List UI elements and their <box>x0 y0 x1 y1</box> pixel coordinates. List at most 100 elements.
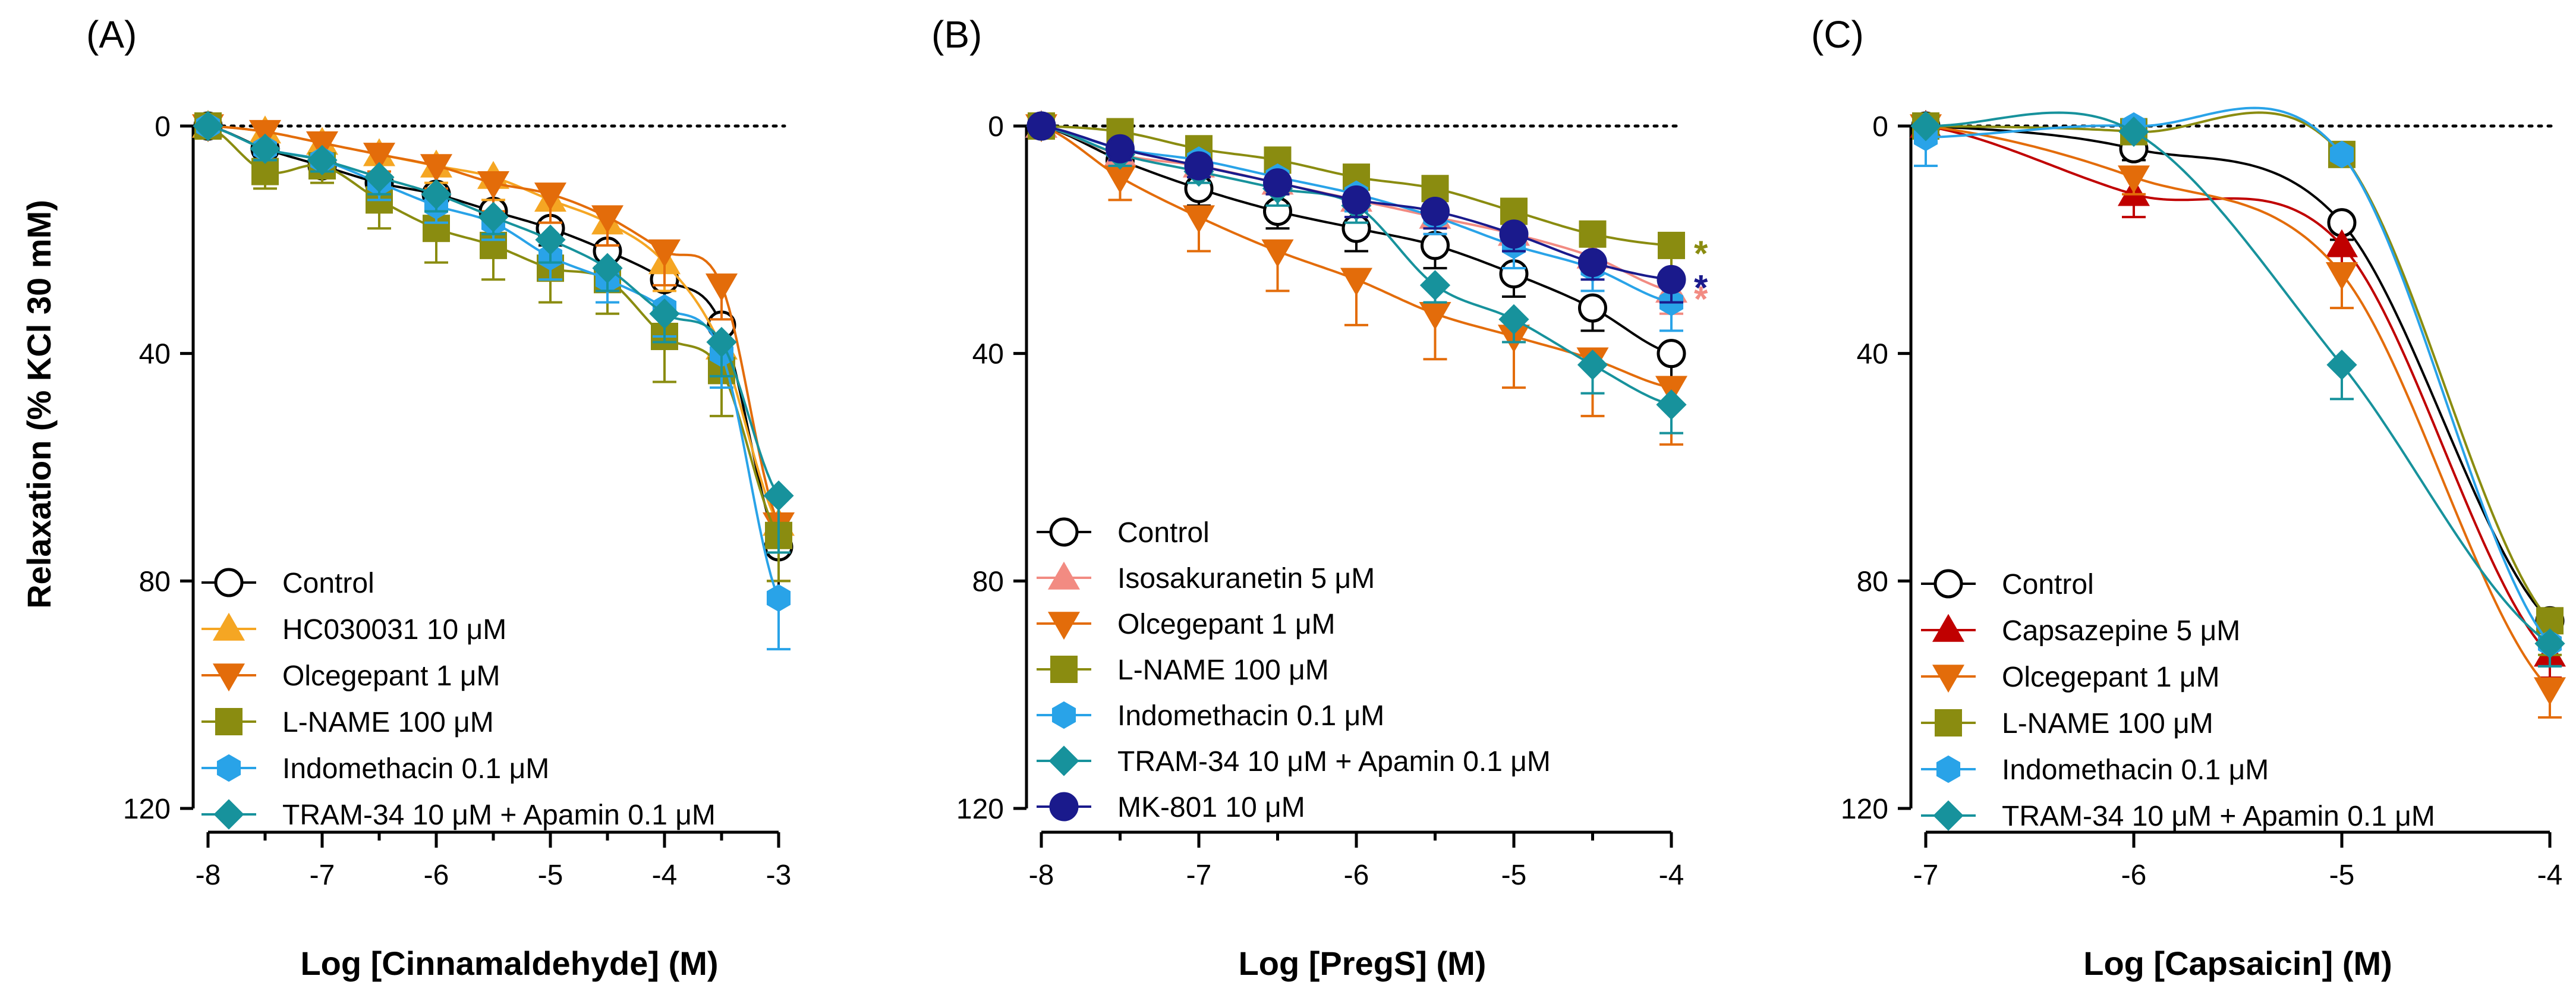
panel-c-label: (C) <box>1811 13 1864 56</box>
panel-b-legend-symbol-indomethacin-0-1-um <box>1051 701 1076 729</box>
panel-b-legend-label: Olcegepant 1 μM <box>1117 609 1336 640</box>
panel-a-x-tick-label: -8 <box>196 860 221 891</box>
panel-b-point-olcegepant-1-um <box>1182 205 1215 234</box>
panel-a-point-tram-34-10-um-apamin-0-1-um <box>649 298 680 329</box>
panel-a-legend-symbol-l-name-100-um <box>215 708 243 735</box>
panel-c-legend-label: Olcegepant 1 μM <box>2002 662 2220 693</box>
panel-c-point-olcegepant-1-um <box>2325 262 2358 291</box>
panel-c-x-tick-label: -4 <box>2537 860 2563 891</box>
panel-c-legend-item: Indomethacin 0.1 μM <box>1921 754 2269 786</box>
panel-a-point-olcegepant-1-um <box>534 182 567 211</box>
panel-a: (A) Log [Cinnamaldehyde] (M) 0 40 80 120 -8 -… <box>86 13 795 982</box>
panel-c-legend-item: L-NAME 100 μM <box>1921 708 2213 739</box>
panel-b-legend-label: TRAM-34 10 μM + Apamin 0.1 μM <box>1117 746 1551 778</box>
panel-c-point-olcegepant-1-um <box>2533 677 2566 706</box>
panel-b-point-mk-801-10-um <box>1184 151 1214 181</box>
panel-a-point-tram-34-10-um-apamin-0-1-um <box>193 111 223 141</box>
panel-c-legend-label: L-NAME 100 μM <box>2002 708 2213 739</box>
panel-b-legend-item: TRAM-34 10 μM + Apamin 0.1 μM <box>1037 745 1551 778</box>
panel-c-x-tick-label: -5 <box>2329 860 2355 891</box>
panel-a-x-axis-title: Log [Cinnamaldehyde] (M) <box>300 945 718 982</box>
panel-a-point-tram-34-10-um-apamin-0-1-um <box>478 202 509 232</box>
panel-b-legend-symbol-l-name-100-um <box>1050 656 1078 683</box>
panel-a-plot: 0 40 80 120 -8 -7 -6 -5 -4 -3 Control HC030031 10 μ… <box>123 109 795 891</box>
panel-c-point-capsazepine-5-um <box>2325 229 2358 257</box>
panel-c-curve-l-name-100-um <box>1925 111 2551 622</box>
panel-b-x-tick-label: -6 <box>1344 860 1369 891</box>
panel-b-point-mk-801-10-um <box>1106 134 1135 163</box>
panel-c-legend-symbol-tram-34-10-um-apamin-0-1-um <box>1933 800 1964 831</box>
panel-c-point-tram-34-10-um-apamin-0-1-um <box>2534 628 2565 659</box>
panel-b-x-tick-label: -8 <box>1029 860 1054 891</box>
panel-b-legend-label: Isosakuranetin 5 μM <box>1117 563 1375 594</box>
y-axis-title: Relaxation (% KCl 30 mM) <box>20 200 58 609</box>
panel-b-point-olcegepant-1-um <box>1261 239 1294 267</box>
panel-c-y-tick-label: 40 <box>1857 339 1888 370</box>
panel-c-x-axis-title: Log [Capsaicin] (M) <box>2083 945 2392 982</box>
panel-a-legend-label: TRAM-34 10 μM + Apamin 0.1 μM <box>282 800 716 831</box>
panel-a-point-tram-34-10-um-apamin-0-1-um <box>307 144 338 176</box>
panel-a-legend-label: Olcegepant 1 μM <box>282 660 500 692</box>
panel-a-y-tick-label: 120 <box>123 794 171 825</box>
panel-a-point-tram-34-10-um-apamin-0-1-um <box>763 480 794 511</box>
panel-c-legend-symbol-capsazepine-5-um <box>1932 613 1965 642</box>
panel-b-point-olcegepant-1-um <box>1340 267 1373 296</box>
panel-c-legend-symbol-indomethacin-0-1-um <box>1936 755 1961 783</box>
panel-b-legend-symbol-control <box>1049 517 1079 547</box>
panel-b-legend-label: Control <box>1117 517 1210 549</box>
panel-c-legend-symbol-l-name-100-um <box>1935 709 1962 737</box>
panel-a-legend-symbol-control <box>214 568 244 597</box>
panel-a-x-tick-label: -3 <box>766 860 792 891</box>
panel-b-point-l-name-100-um <box>1579 220 1607 248</box>
panel-c-legend-label: Control <box>2002 569 2094 600</box>
panel-a-legend-symbol-tram-34-10-um-apamin-0-1-um <box>213 799 244 830</box>
panel-a-point-olcegepant-1-um <box>363 143 396 171</box>
panel-a-y-tick-label: 80 <box>139 566 171 597</box>
panel-a-legend-label: Control <box>282 568 374 599</box>
panel-c-legend-symbol-olcegepant-1-um <box>1932 665 1965 693</box>
panel-a-legend-symbol-hc030031-10-um <box>212 612 245 641</box>
panel-a-legend-item: L-NAME 100 μM <box>201 707 494 738</box>
panel-a-y-tick-label: 40 <box>139 339 171 370</box>
panel-b-point-mk-801-10-um <box>1578 248 1607 278</box>
panel-b-point-tram-34-10-um-apamin-0-1-um <box>1656 389 1687 420</box>
panel-b-legend-symbol-olcegepant-1-um <box>1047 612 1081 640</box>
panel-b-legend-item: Olcegepant 1 μM <box>1037 609 1336 640</box>
panel-c-legend-label: Indomethacin 0.1 μM <box>2002 754 2269 786</box>
panel-c-legend-item: TRAM-34 10 μM + Apamin 0.1 μM <box>1921 800 2435 832</box>
panel-a-point-olcegepant-1-um <box>591 205 624 234</box>
panel-a-legend-label: L-NAME 100 μM <box>282 707 494 738</box>
panel-a-point-tram-34-10-um-apamin-0-1-um <box>364 162 395 193</box>
panel-a-x-tick-label: -6 <box>424 860 449 891</box>
panel-b-x-tick-label: -7 <box>1186 860 1212 891</box>
panel-c: (C) Log [Capsaicin] (M) 0 40 80 120 -7 -6 -5 -4… <box>1811 13 2566 982</box>
panel-c-x-tick-label: -6 <box>2121 860 2147 891</box>
panel-a-point-tram-34-10-um-apamin-0-1-um <box>535 224 566 255</box>
panel-b-point-control <box>1578 293 1607 323</box>
panel-a-legend-item: Control <box>201 568 374 599</box>
panel-b-legend-label: MK-801 10 μM <box>1117 792 1305 823</box>
panel-b-legend-symbol-mk-801-10-um <box>1049 792 1079 822</box>
panel-b-y-tick-label: 120 <box>956 794 1004 825</box>
panel-a-x-tick-label: -4 <box>652 860 678 891</box>
panel-b-point-mk-801-10-um <box>1657 265 1686 294</box>
panel-b-significance-isosakuranetin-5-um: * <box>1694 279 1708 319</box>
panel-a-point-olcegepant-1-um <box>420 154 453 182</box>
panel-a-x-tick-label: -5 <box>538 860 563 891</box>
panel-b-point-mk-801-10-um <box>1421 197 1450 226</box>
panel-c-legend-item: Olcegepant 1 μM <box>1921 662 2220 693</box>
panel-b-legend-item: MK-801 10 μM <box>1037 792 1305 823</box>
panel-b-x-axis-title: Log [PregS] (M) <box>1239 945 1487 982</box>
panel-a-point-indomethacin-0-1-um <box>766 584 791 612</box>
panel-c-legend-item: Capsazepine 5 μM <box>1921 613 2240 647</box>
panel-c-point-olcegepant-1-um <box>2117 165 2150 194</box>
panel-a-legend-item: Olcegepant 1 μM <box>201 660 500 692</box>
panel-b-label: (B) <box>931 13 982 56</box>
panel-b-point-olcegepant-1-um <box>1104 165 1136 194</box>
panel-b-y-tick-label: 80 <box>972 566 1004 597</box>
panel-c-y-tick-label: 0 <box>1872 111 1888 143</box>
panel-c-curve-indomethacin-0-1-um <box>1925 106 2551 644</box>
panel-b-point-mk-801-10-um <box>1499 219 1529 249</box>
